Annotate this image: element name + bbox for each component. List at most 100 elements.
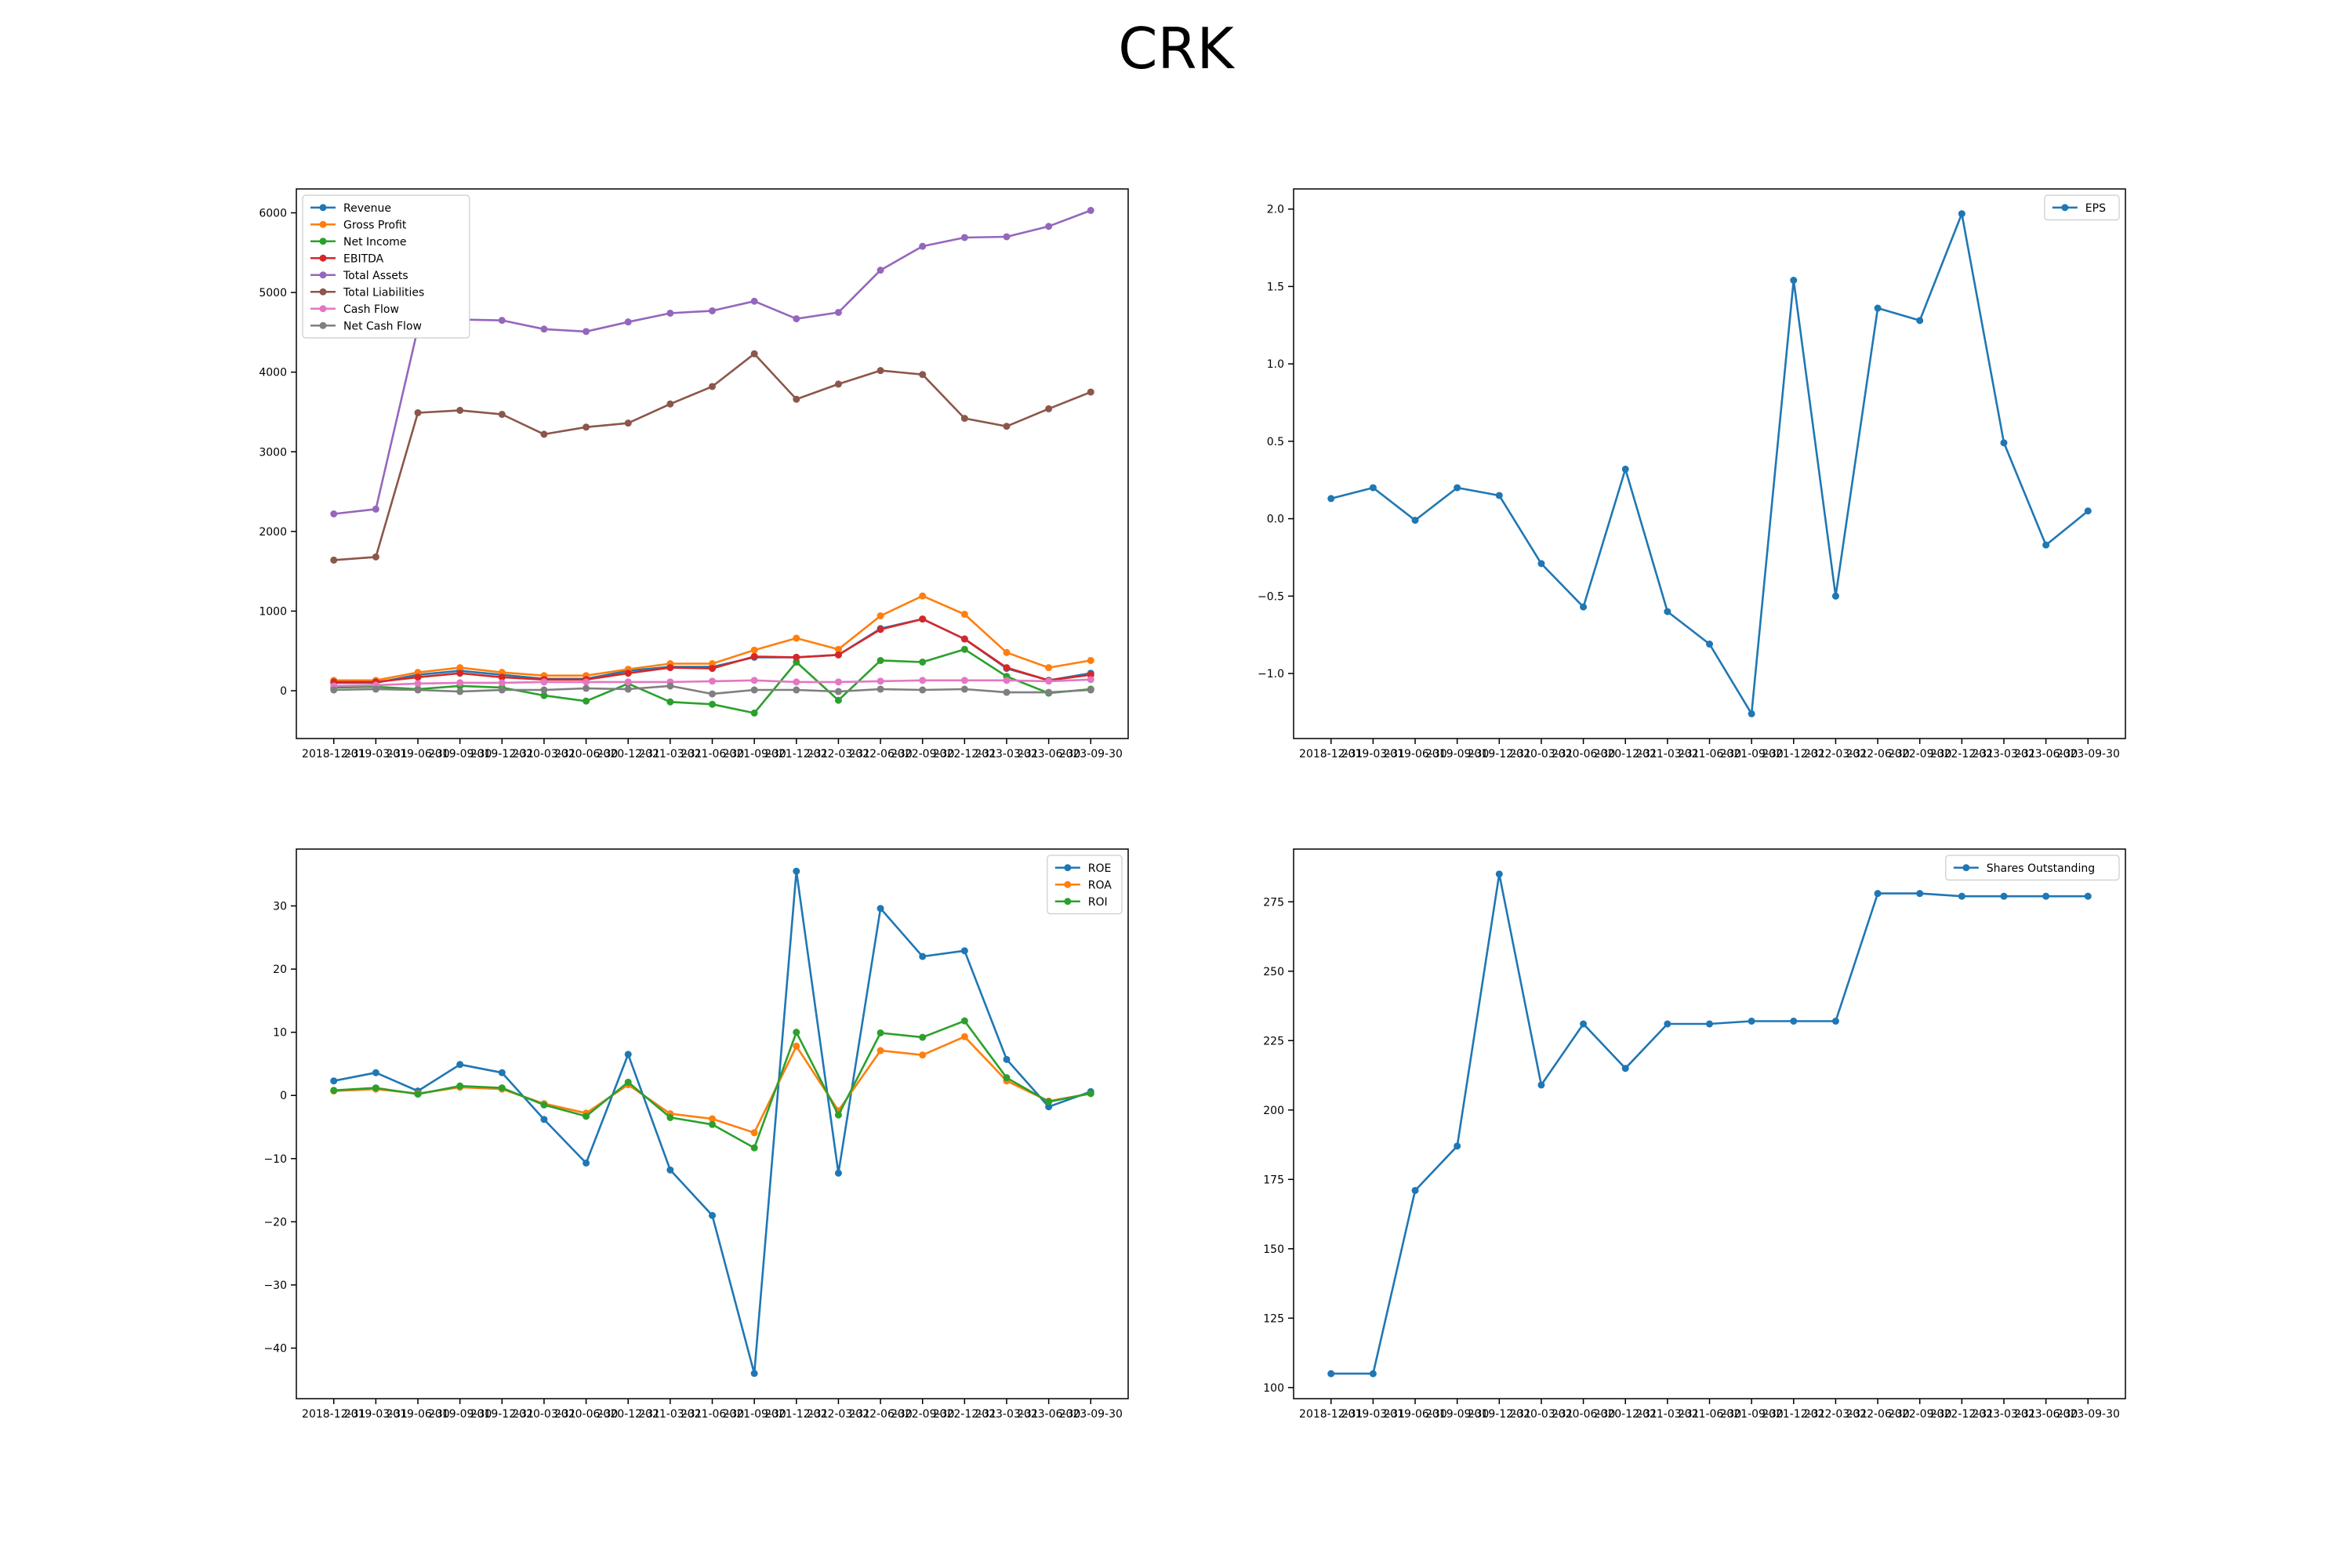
data-point [709,307,716,314]
data-point [1369,1370,1377,1377]
y-tick-label: −0.5 [1258,590,1284,603]
y-tick-label: −10 [263,1153,287,1166]
data-point [2000,439,2008,447]
x-tick-label: 2019-12-31 [470,1408,534,1421]
y-tick-label: 10 [273,1027,287,1040]
data-point [583,328,590,336]
x-tick-label: 2021-03-31 [1635,1408,1699,1421]
data-point [1003,423,1011,430]
y-tick-label: 225 [1263,1035,1284,1047]
y-tick-label: 200 [1263,1105,1284,1117]
data-point [919,371,927,379]
legend-label: Net Cash Flow [343,320,422,332]
data-point [834,1111,842,1119]
data-point [834,1169,842,1177]
data-point [1045,405,1053,412]
legend-label: Revenue [343,202,391,215]
data-point [414,686,422,694]
axes-frame [1293,188,2126,739]
data-point [877,685,884,693]
data-point [793,1029,800,1036]
x-tick-label: 2020-06-30 [554,748,618,760]
data-point [2042,892,2050,900]
y-tick-label: 150 [1263,1243,1284,1256]
x-tick-label: 2020-12-31 [1594,1408,1657,1421]
x-tick-label: 2023-03-31 [1972,748,2035,760]
data-point [1706,1020,1713,1028]
data-point [877,905,884,913]
data-point [834,696,842,704]
series-line [1330,212,2089,715]
legend-label: Shares Outstanding [1987,862,2095,875]
data-point [1087,686,1094,694]
legend-marker [319,288,327,296]
data-point [877,267,884,274]
data-point [414,408,422,416]
x-tick-label: 2022-12-31 [1930,748,1994,760]
data-point [877,677,884,685]
data-point [877,656,884,664]
data-point [666,664,674,672]
legend: EPS [2044,194,2120,221]
legend-marker [1064,880,1072,888]
data-point [1958,892,1965,900]
y-tick-label: 0 [280,685,287,698]
legend-marker [1064,864,1072,872]
data-point [709,690,716,698]
data-point [960,685,968,693]
x-tick-label: 2019-06-30 [386,748,449,760]
legend-label: ROA [1088,879,1112,891]
x-tick-label: 2022-09-30 [891,1408,954,1421]
data-point [709,677,716,685]
series-net-cash-flow [330,682,1094,698]
legend-label: ROE [1088,862,1112,875]
data-point [1327,1370,1335,1377]
data-point [1916,317,1924,325]
x-tick-label: 2019-12-31 [1468,748,1531,760]
series-revenue [330,615,1094,687]
x-tick-label: 2019-03-31 [344,748,408,760]
y-tick-label: 20 [273,964,287,976]
x-tick-label: 2020-06-30 [554,1408,618,1421]
data-point [498,679,506,687]
data-point [583,697,590,705]
x-tick-label: 2021-09-30 [1719,748,1783,760]
x-tick-label: 2022-03-31 [1804,748,1867,760]
data-point [1831,592,1839,600]
series-roa [330,1033,1094,1137]
data-point [919,658,927,666]
data-point [498,1069,506,1076]
data-point [1706,641,1713,648]
x-tick-label: 2020-12-31 [597,748,660,760]
x-tick-label: 2022-09-30 [1888,1408,1951,1421]
y-tick-label: 1.0 [1267,358,1284,371]
data-point [1537,560,1545,568]
series-roe [330,867,1094,1377]
data-point [540,1101,548,1109]
y-tick-label: 175 [1263,1174,1284,1186]
data-point [372,685,379,693]
data-point [877,1047,884,1054]
data-point [540,430,548,438]
data-point [1003,648,1011,656]
data-point [1045,677,1053,685]
legend-label: Gross Profit [343,219,407,231]
legend-label: Total Assets [343,270,408,282]
y-tick-label: 3000 [259,446,287,459]
data-point [666,400,674,408]
x-tick-label: 2020-06-30 [1552,1408,1615,1421]
x-tick-label: 2023-09-30 [1059,1408,1123,1421]
data-point [709,665,716,673]
data-point [750,350,758,358]
data-point [1003,664,1011,672]
x-tick-label: 2022-06-30 [1846,1408,1909,1421]
data-point [960,1033,968,1040]
data-point [624,670,632,677]
data-point [1958,210,1965,218]
data-point [498,686,506,694]
data-point [709,1115,716,1123]
x-tick-label: 2022-06-30 [848,748,912,760]
data-point [750,646,758,654]
data-point [1087,206,1094,214]
x-tick-label: 2021-09-30 [722,1408,786,1421]
